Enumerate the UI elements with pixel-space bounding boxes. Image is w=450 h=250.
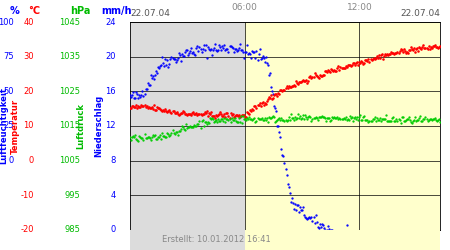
Bar: [130, 22, 245, 230]
Text: 30: 30: [23, 52, 34, 61]
Text: 4: 4: [111, 191, 116, 200]
Text: °C: °C: [28, 6, 40, 16]
Text: 16: 16: [105, 87, 116, 96]
Text: 0: 0: [9, 156, 14, 165]
Text: 20: 20: [105, 52, 116, 61]
Text: 1015: 1015: [59, 122, 80, 130]
Text: 75: 75: [4, 52, 14, 61]
Text: 06:00: 06:00: [232, 3, 258, 12]
Text: Temperatur: Temperatur: [10, 98, 19, 154]
Text: 1025: 1025: [59, 87, 80, 96]
Text: -10: -10: [21, 191, 34, 200]
Text: 24: 24: [105, 18, 116, 26]
Text: 0: 0: [111, 226, 116, 234]
Text: Niederschlag: Niederschlag: [94, 95, 104, 157]
Text: 22.07.04: 22.07.04: [400, 8, 440, 18]
Text: 985: 985: [64, 226, 80, 234]
Text: mm/h: mm/h: [101, 6, 131, 16]
Text: 25: 25: [4, 122, 14, 130]
Text: Luftfeuchtigkeit: Luftfeuchtigkeit: [0, 88, 9, 164]
Text: Luftdruck: Luftdruck: [76, 103, 85, 149]
Text: hPa: hPa: [70, 6, 90, 16]
Text: 8: 8: [111, 156, 116, 165]
Text: 20: 20: [23, 87, 34, 96]
Text: 12: 12: [105, 122, 116, 130]
Text: 995: 995: [64, 191, 80, 200]
Text: 12:00: 12:00: [346, 3, 372, 12]
Text: %: %: [9, 6, 19, 16]
Bar: [130, 230, 245, 250]
Text: 50: 50: [4, 87, 14, 96]
Text: 100: 100: [0, 18, 14, 26]
Text: 22.07.04: 22.07.04: [130, 8, 170, 18]
Text: -20: -20: [21, 226, 34, 234]
Text: 1005: 1005: [59, 156, 80, 165]
Text: 1035: 1035: [59, 52, 80, 61]
Text: 40: 40: [23, 18, 34, 26]
Text: Erstellt: 10.01.2012 16:41: Erstellt: 10.01.2012 16:41: [162, 236, 271, 244]
Bar: [245, 22, 440, 230]
Bar: [245, 230, 440, 250]
Text: 0: 0: [29, 156, 34, 165]
Text: 10: 10: [23, 122, 34, 130]
Text: 1045: 1045: [59, 18, 80, 26]
